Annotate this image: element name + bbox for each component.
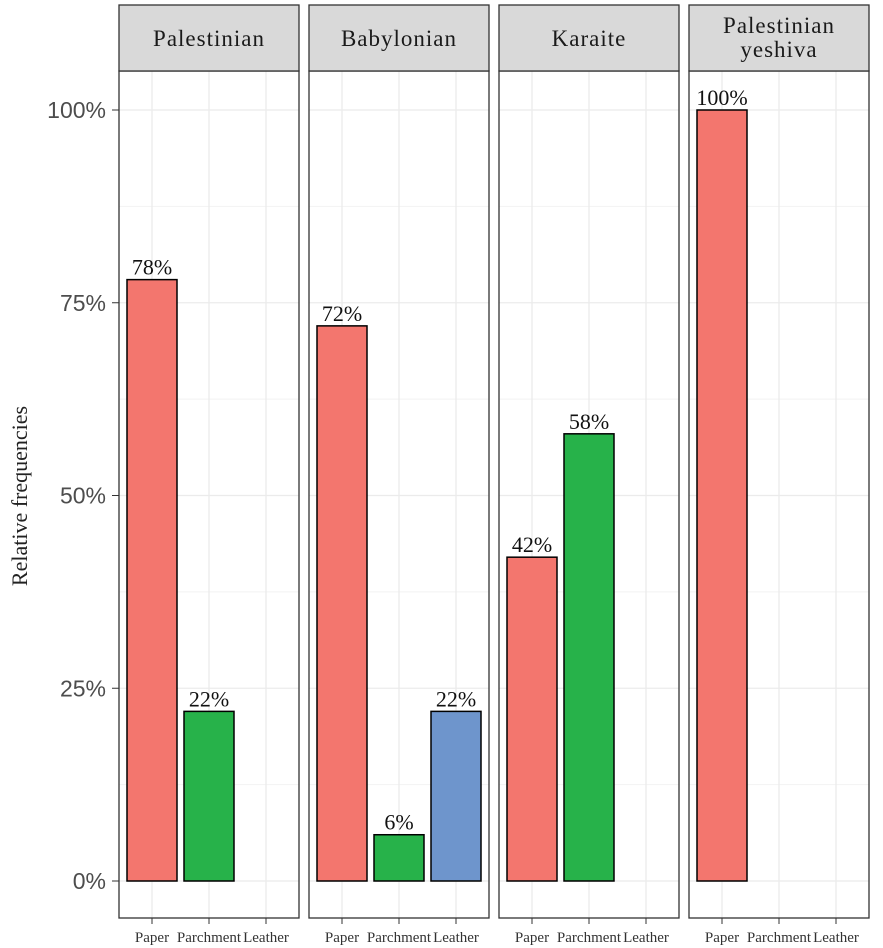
x-tick-label: Parchment — [177, 930, 242, 946]
x-tick-label: Leather — [813, 930, 859, 946]
y-tick-label: 25% — [60, 675, 106, 701]
x-tick-label: Parchment — [557, 930, 622, 946]
facet-strip — [688, 4, 870, 72]
bar-paper — [506, 556, 558, 882]
facet-strip-title: Babylonian — [341, 26, 457, 51]
x-tick-label: Parchment — [367, 930, 432, 946]
y-axis-label: Relative frequencies — [7, 406, 32, 586]
bar-paper — [316, 325, 368, 882]
facet-strip-title: yeshiva — [740, 37, 817, 62]
bar-paper — [696, 109, 748, 882]
x-tick-label: Leather — [433, 930, 479, 946]
facet-strip — [118, 4, 300, 72]
x-tick-label: Parchment — [747, 930, 812, 946]
bar-leather — [430, 710, 482, 882]
bar-value-label: 100% — [696, 85, 747, 110]
facet-strip-title: Palestinian — [723, 13, 835, 38]
x-tick-label: Paper — [325, 930, 359, 946]
bar-value-label: 58% — [569, 409, 609, 434]
x-tick-label: Leather — [243, 930, 289, 946]
facet-strip-title: Karaite — [552, 26, 627, 51]
facet-strip — [498, 4, 680, 72]
x-tick-label: Leather — [623, 930, 669, 946]
y-tick-label: 75% — [60, 290, 106, 316]
bar-value-label: 6% — [384, 810, 413, 835]
bar-value-label: 72% — [322, 301, 362, 326]
y-tick-label: 0% — [73, 868, 106, 894]
x-tick-label: Paper — [515, 930, 549, 946]
bar-parchment — [563, 433, 615, 882]
bar-paper — [126, 278, 178, 882]
bar-value-label: 22% — [189, 686, 229, 711]
facet-strip-title: Palestinian — [153, 26, 265, 51]
x-tick-label: Paper — [135, 930, 169, 946]
bar-value-label: 42% — [512, 532, 552, 557]
bar-value-label: 78% — [132, 255, 172, 280]
x-tick-label: Paper — [705, 930, 739, 946]
bar-parchment — [183, 710, 235, 882]
bar-parchment — [373, 833, 425, 882]
facet-strip — [308, 4, 490, 72]
y-tick-label: 50% — [60, 483, 106, 509]
y-tick-label: 100% — [47, 97, 106, 123]
bar-value-label: 22% — [436, 686, 476, 711]
